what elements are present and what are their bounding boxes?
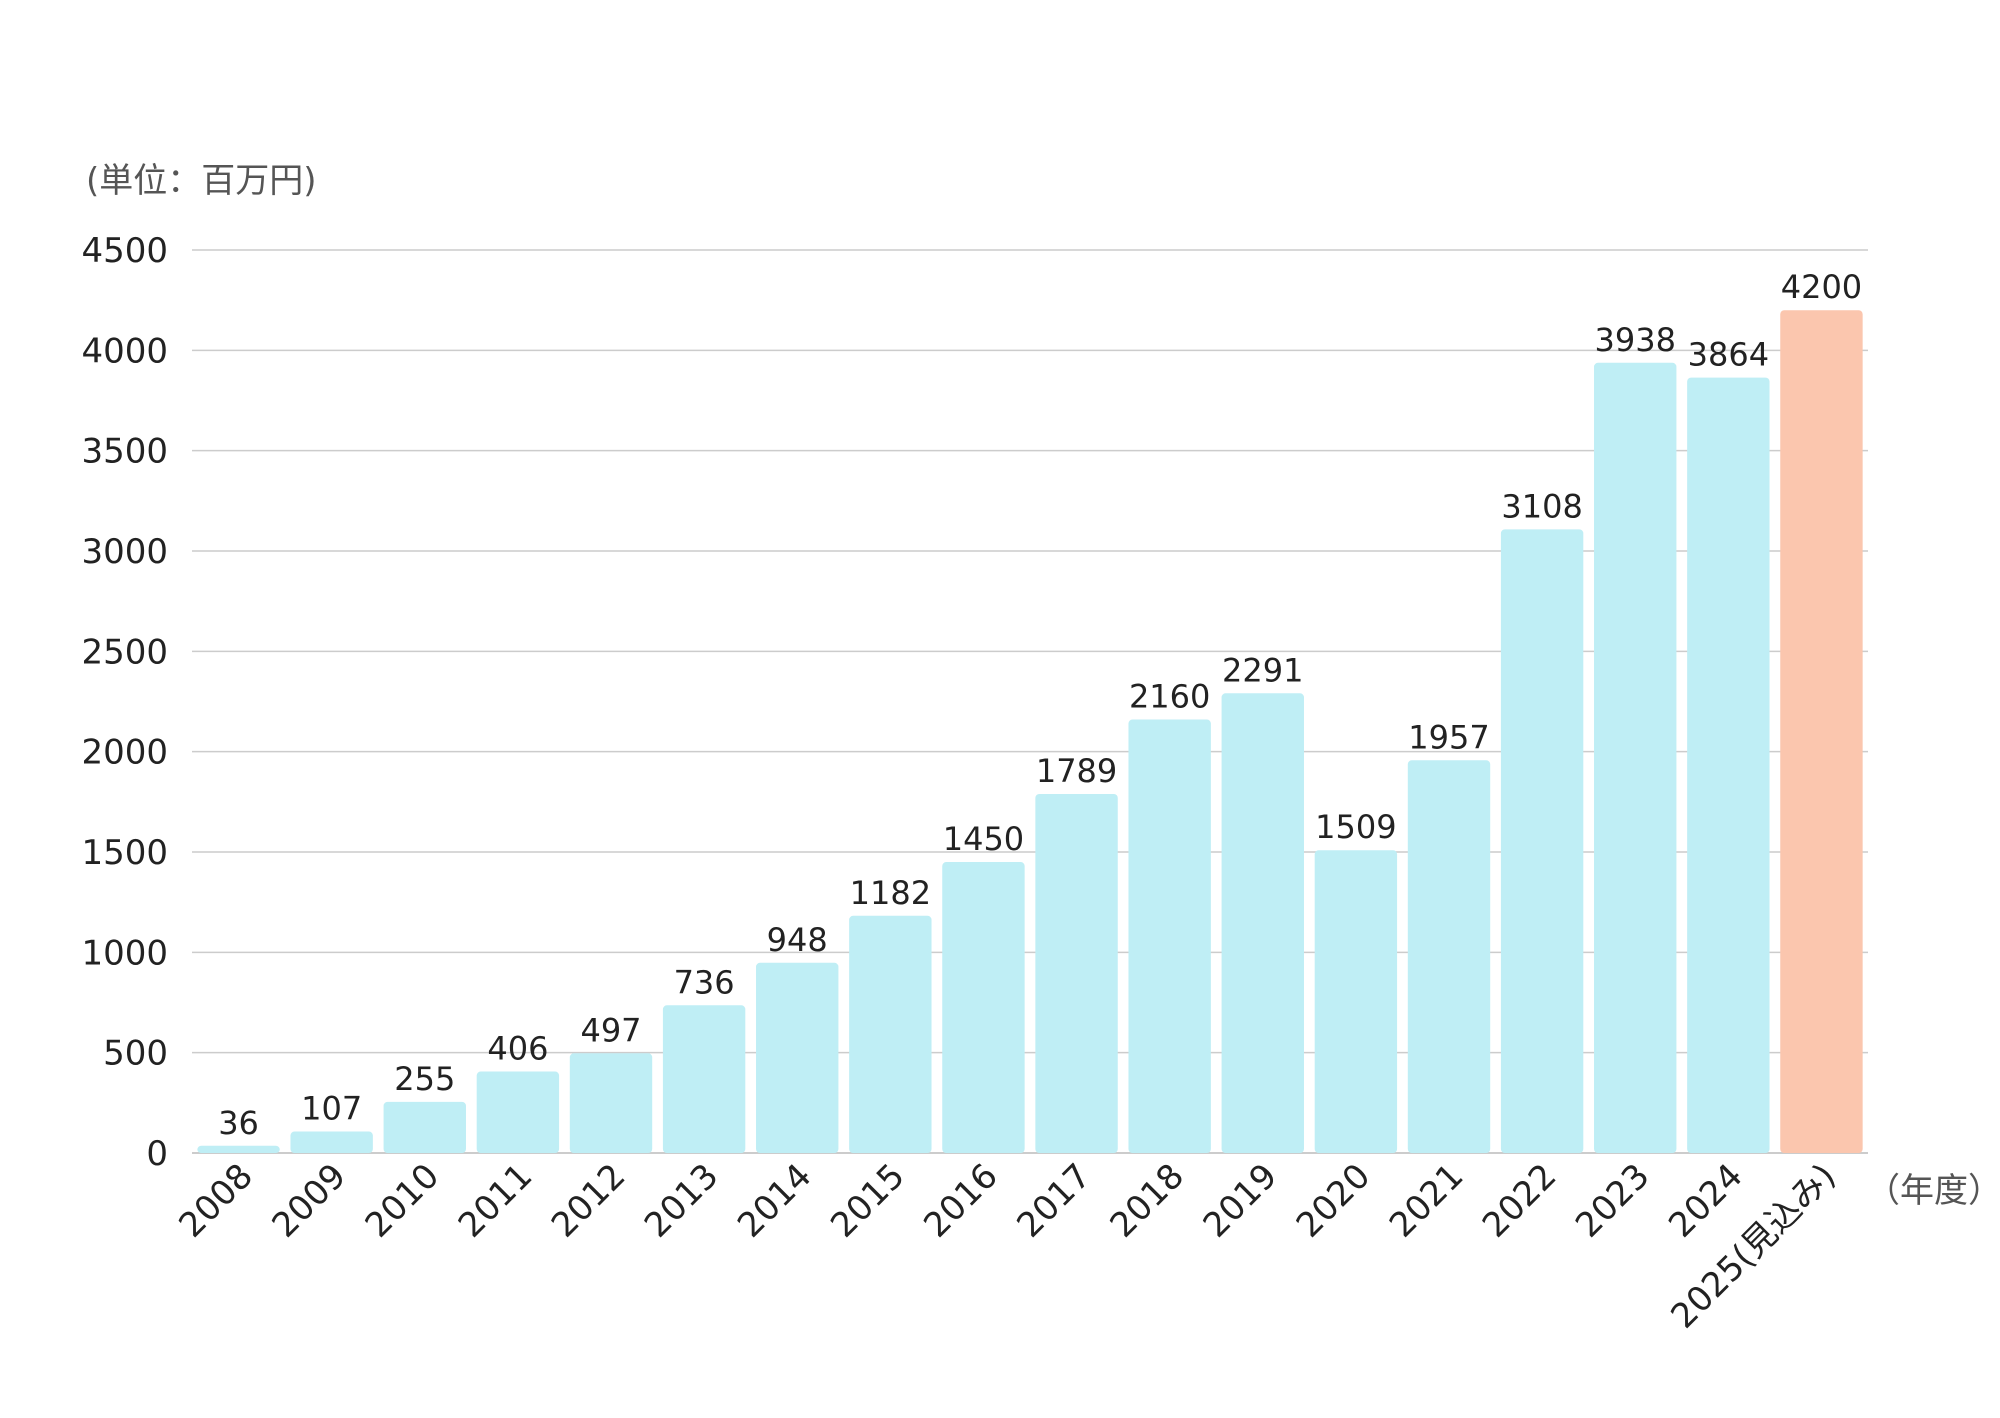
data-label: 107 [301,1090,362,1128]
bar-2022 [1500,529,1584,1153]
bar-2025(見込み) [1780,310,1863,1153]
bar-2012 [569,1053,653,1153]
bar-2013 [662,1005,746,1153]
x-tick-label: 2020 [1289,1156,1378,1245]
y-tick-label: 1000 [81,933,168,973]
data-label: 497 [580,1011,641,1049]
data-label: 1182 [850,874,931,912]
data-label: 3938 [1595,321,1676,359]
x-tick-label: 2021 [1382,1156,1471,1245]
x-axis-unit-label: （年度） [1866,1171,2000,1211]
bar-2023 [1594,362,1677,1153]
data-label: 1789 [1036,752,1117,790]
bar-2009 [290,1131,373,1153]
x-tick-label: 2017 [1009,1156,1098,1245]
y-tick-label: 4500 [81,231,168,271]
x-tick-label: 2008 [171,1156,260,1245]
bar-2017 [1035,794,1118,1153]
x-tick-label: 2025(見込み) [1663,1156,1843,1336]
bar-2014 [756,962,839,1153]
data-label: 1450 [943,820,1024,858]
bar-2010 [383,1101,466,1153]
data-labels: 36 107 255 406 497 736 948 1182 1450 1789 2160 2291… [218,268,1862,1142]
grid-lines [192,249,1868,1154]
y-tick-label: 2500 [81,632,168,672]
x-tick-label: 2014 [730,1156,819,1245]
x-tick-label: 2019 [1196,1156,1285,1245]
data-label: 736 [674,963,735,1001]
x-tick-label: 2015 [823,1156,912,1245]
x-tick-label: 2012 [544,1156,633,1245]
x-axis-ticks: 2008 2009 2010 2011 2012 2013 2014 2015 2016 2017… [171,1156,1843,1336]
data-label: 1957 [1408,718,1489,756]
data-label: 2291 [1222,651,1303,689]
y-tick-label: 2000 [81,733,168,773]
y-tick-label: 4000 [81,331,168,371]
bar-2011 [476,1071,560,1153]
data-label: 3864 [1688,336,1769,374]
bar-2020 [1314,850,1398,1153]
x-tick-label: 2009 [265,1156,354,1245]
bar-2019 [1221,693,1304,1153]
x-tick-label: 2013 [637,1156,726,1245]
data-label: 1509 [1315,808,1396,846]
data-label: 255 [394,1060,455,1098]
y-tick-label: 3000 [81,532,168,572]
bar-2008 [197,1145,280,1153]
data-label: 948 [767,921,828,959]
x-tick-label: 2016 [916,1156,1005,1245]
x-tick-label: 2022 [1475,1156,1564,1245]
bar-2015 [849,915,932,1153]
bar-2018 [1128,719,1211,1153]
y-tick-label: 1500 [81,833,168,873]
data-label: 4200 [1781,268,1862,306]
x-tick-label: 2024 [1661,1156,1750,1245]
x-tick-label: 2023 [1568,1156,1657,1245]
y-tick-label: 0 [146,1134,168,1174]
bars [197,310,1863,1153]
bar-2016 [942,862,1025,1153]
x-tick-label: 2018 [1103,1156,1192,1245]
data-label: 36 [218,1104,259,1142]
data-label: 2160 [1129,678,1210,716]
bar-2024 [1687,377,1770,1153]
y-axis-ticks: 0 500 1000 1500 2000 2500 3000 3500 4000 4500 [81,231,168,1174]
x-tick-label: 2010 [358,1156,447,1245]
y-tick-label: 3500 [81,432,168,472]
bar-2021 [1407,760,1491,1153]
unit-label: (単位：百万円) [86,161,317,201]
y-tick-label: 500 [103,1034,168,1074]
x-tick-label: 2011 [451,1156,540,1245]
data-label: 3108 [1501,487,1582,525]
data-label: 406 [487,1030,548,1068]
